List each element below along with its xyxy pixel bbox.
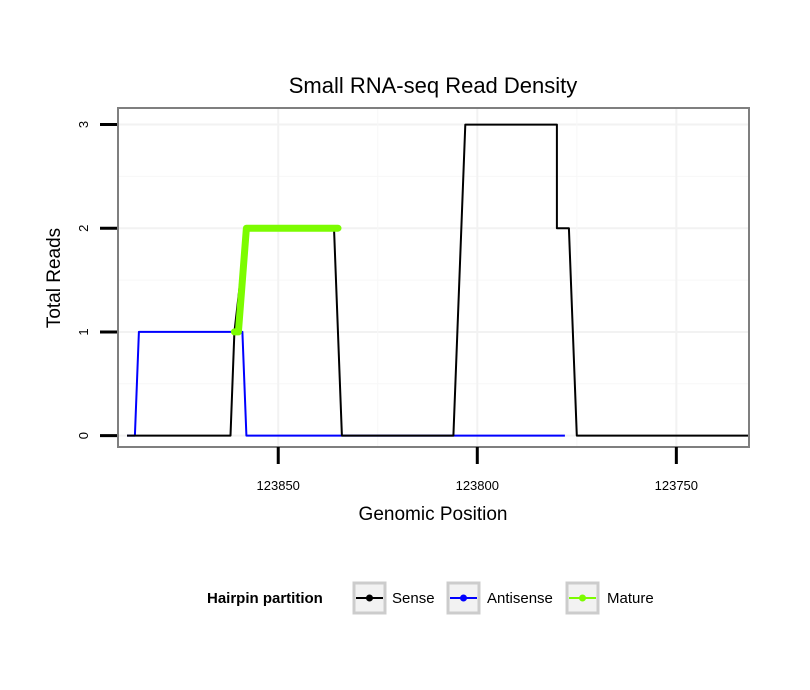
legend-label-antisense: Antisense [487, 590, 553, 607]
legend-label-sense: Sense [392, 590, 435, 607]
y-tick-label: 1 [76, 328, 91, 335]
x-tick-label: 123800 [456, 478, 499, 493]
y-tick-label: 2 [76, 225, 91, 232]
legend-dot-antisense [460, 594, 467, 602]
y-axis: 0 1 2 3 [76, 121, 117, 439]
x-tick-label: 123850 [257, 478, 300, 493]
plot-panel [117, 107, 750, 448]
legend: Hairpin partition Sense Antisense Mature [207, 581, 654, 615]
legend-label-mature: Mature [607, 590, 654, 607]
y-tick-label: 3 [76, 121, 91, 128]
legend-dot-sense [366, 594, 373, 602]
x-axis: 123850 123800 123750 [257, 447, 698, 493]
chart-title: Small RNA-seq Read Density [289, 73, 578, 98]
legend-item-mature: Mature [565, 581, 654, 615]
x-tick-label: 123750 [655, 478, 698, 493]
x-axis-title: Genomic Position [359, 504, 508, 525]
series-line-mature [230, 224, 342, 336]
legend-dot-mature [579, 594, 586, 602]
legend-item-antisense: Antisense [446, 581, 553, 615]
legend-title: Hairpin partition [207, 590, 323, 607]
legend-item-sense: Sense [352, 581, 435, 615]
y-tick-label: 0 [76, 432, 91, 439]
y-axis-title: Total Reads [44, 228, 65, 328]
series-lines [127, 123, 748, 437]
